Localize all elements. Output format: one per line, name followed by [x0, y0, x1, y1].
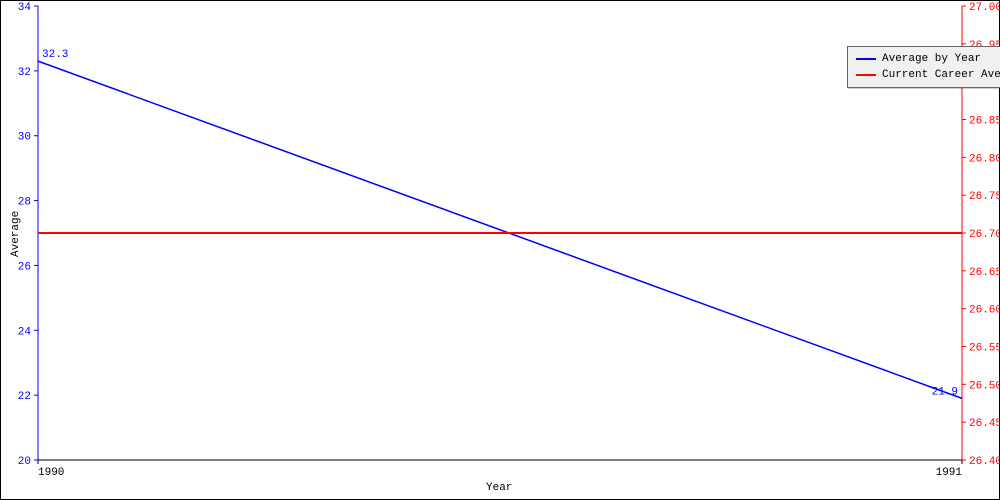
y-axis-label: Average: [10, 211, 22, 257]
legend-swatch: [856, 58, 876, 60]
y-left-tick-label: 28: [18, 197, 31, 209]
legend-label: Average by Year: [882, 51, 981, 67]
point-label: 21.9: [932, 386, 958, 398]
y-right-tick-label: 26.55: [969, 343, 1000, 355]
y-right-tick-label: 26.70: [969, 229, 1000, 241]
y-right-tick-label: 26.40: [969, 456, 1000, 468]
legend-swatch: [856, 74, 876, 76]
y-left-tick-label: 30: [18, 132, 31, 144]
y-right-tick-label: 26.75: [969, 191, 1000, 203]
x-axis-label: Year: [486, 482, 512, 494]
y-left-tick-label: 20: [18, 456, 31, 468]
y-right-tick-label: 26.60: [969, 305, 1000, 317]
y-right-tick-label: 26.65: [969, 267, 1000, 279]
legend-item: Current Career Average: [856, 67, 1000, 83]
y-left-tick-label: 32: [18, 67, 31, 79]
point-label: 32.3: [42, 49, 68, 61]
y-left-tick-label: 34: [18, 2, 32, 14]
y-right-tick-label: 27.00: [969, 2, 1000, 14]
y-left-tick-label: 24: [18, 326, 32, 338]
y-right-tick-label: 26.45: [969, 418, 1000, 430]
legend-label: Current Career Average: [882, 67, 1000, 83]
x-tick-label: 1991: [936, 467, 963, 479]
legend-item: Average by Year: [856, 51, 1000, 67]
series-line: [38, 61, 962, 398]
y-right-tick-label: 26.80: [969, 153, 1000, 165]
chart-container: 20 22 24 26 28 30 32 34 26.40 26.45 26.50 26.55 26.6…: [0, 0, 1000, 500]
x-tick-label: 1990: [38, 467, 64, 479]
legend: Average by YearCurrent Career Average: [847, 46, 1000, 88]
y-right-tick-label: 26.85: [969, 116, 1000, 128]
y-left-tick-label: 26: [18, 261, 31, 273]
y-right-tick-label: 26.50: [969, 380, 1000, 392]
y-left-tick-label: 22: [18, 391, 31, 403]
